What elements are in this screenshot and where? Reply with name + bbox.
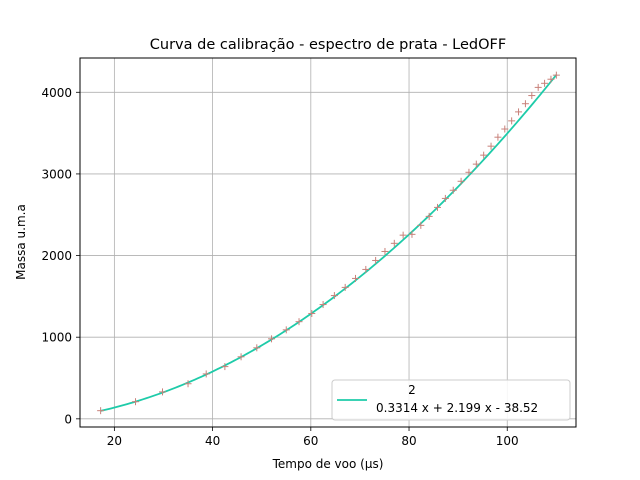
data-point-marker <box>308 310 316 318</box>
data-point-marker <box>268 335 276 343</box>
data-point-marker <box>515 108 523 116</box>
x-tick-label: 40 <box>205 434 220 448</box>
data-point-marker <box>457 177 465 185</box>
data-point-marker <box>295 318 303 326</box>
data-point-marker <box>362 265 370 273</box>
data-point-marker <box>534 83 542 91</box>
y-tick-label: 4000 <box>41 86 72 100</box>
legend: 2 0.3314 x + 2.199 x - 38.52 <box>331 379 571 421</box>
data-point-marker <box>408 230 416 238</box>
data-point-marker <box>282 326 290 334</box>
data-point-marker <box>449 186 457 194</box>
grid-lines <box>80 58 576 427</box>
data-point-marker <box>372 256 380 264</box>
data-point-marker <box>465 168 473 176</box>
chart-title: Curva de calibração - espectro de prata … <box>150 37 506 53</box>
data-point-marker <box>472 160 480 168</box>
data-point-marker <box>480 151 488 159</box>
data-point-marker <box>528 92 536 100</box>
data-point-marker <box>319 301 327 309</box>
data-point-marker <box>434 203 442 211</box>
data-point-marker <box>494 133 502 141</box>
legend-label: 0.3314 x + 2.199 x - 38.52 <box>376 401 538 415</box>
x-axis-label: Tempo de voo (μs) <box>272 457 384 471</box>
x-tick-label: 80 <box>401 434 416 448</box>
data-point-marker <box>501 125 509 133</box>
y-tick-label: 3000 <box>41 167 72 181</box>
data-point-marker <box>341 283 349 291</box>
y-axis-label: Massa u.m.a <box>14 204 28 280</box>
data-point-marker <box>417 221 425 229</box>
data-point-marker <box>159 388 167 396</box>
legend-superscript: 2 <box>408 383 416 397</box>
data-point-marker <box>97 407 105 415</box>
data-point-marker <box>184 380 192 388</box>
data-point-marker <box>352 274 360 282</box>
data-point-marker <box>441 194 449 202</box>
data-point-marker <box>253 344 261 352</box>
legend-box <box>331 379 571 421</box>
data-point-marker <box>541 79 549 87</box>
data-point-marker <box>487 142 495 150</box>
data-point-marker <box>547 75 555 83</box>
data-point-marker <box>508 117 516 125</box>
data-point-marker <box>390 239 398 247</box>
x-tick-label: 60 <box>303 434 318 448</box>
y-tick-label: 1000 <box>41 331 72 345</box>
data-point-marker <box>237 353 245 361</box>
data-point-marker <box>381 247 389 255</box>
x-tick-label: 20 <box>107 434 122 448</box>
data-point-marker <box>425 212 433 220</box>
plot-series <box>97 71 560 415</box>
data-point-marker <box>330 292 338 300</box>
data-point-marker <box>552 71 560 79</box>
data-point-marker <box>131 398 139 406</box>
plot-area-frame <box>79 57 577 428</box>
x-tick-label: 100 <box>496 434 519 448</box>
data-point-marker <box>521 100 529 108</box>
data-point-marker <box>202 370 210 378</box>
fit-curve <box>100 74 558 412</box>
data-point-marker <box>399 231 407 239</box>
data-point-marker <box>221 363 229 371</box>
y-tick-label: 2000 <box>41 249 72 263</box>
y-tick-label: 0 <box>64 412 72 426</box>
